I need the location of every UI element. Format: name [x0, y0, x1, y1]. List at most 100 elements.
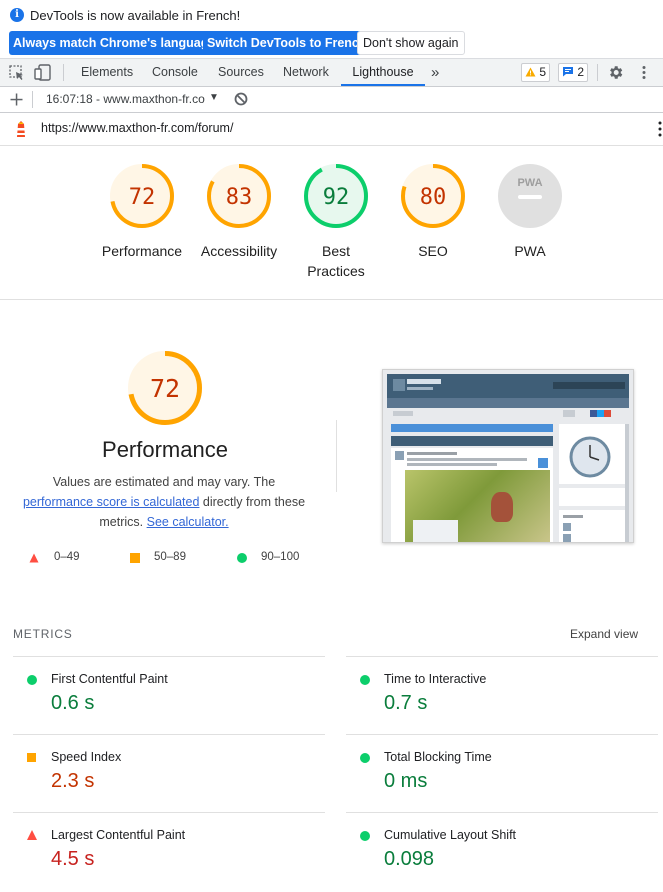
gauge-best-practices-ring: 92 — [304, 164, 368, 228]
performance-description: Values are estimated and may vary. The p… — [18, 472, 310, 532]
metric-divider — [13, 734, 325, 735]
gauge-performance-arc — [110, 164, 174, 228]
score-summary: 72 Performance 83 Accessibility 92 Best Practi… — [0, 146, 663, 300]
metric-speed-index: Speed Index 2.3 s — [13, 734, 325, 812]
new-report-plus-icon[interactable] — [10, 93, 23, 106]
warning-icon — [525, 67, 536, 77]
tab-sources[interactable]: Sources — [218, 65, 264, 79]
tab-lighthouse[interactable]: Lighthouse — [341, 59, 425, 86]
metric-value: 0.098 — [384, 848, 435, 870]
metric-value: 0.7 s — [384, 692, 428, 714]
gauge-best-practices-arc — [304, 164, 368, 228]
final-screenshot-thumbnail[interactable] — [382, 369, 634, 543]
always-match-language-button[interactable]: Always match Chrome's language — [9, 31, 220, 55]
description-text: Values are estimated and may vary. The — [52, 475, 276, 489]
gauge-seo[interactable]: 80 SEO — [383, 146, 483, 296]
tab-console[interactable]: Console — [152, 65, 198, 79]
gauge-performance-label: Performance — [101, 243, 183, 259]
metric-label: Cumulative Layout Shift — [384, 828, 517, 842]
metric-label: First Contentful Paint — [51, 672, 168, 686]
metric-total-blocking-time: Total Blocking Time 0 ms — [346, 734, 658, 812]
report-menu-icon[interactable] — [657, 121, 663, 137]
pwa-dash-icon — [518, 195, 542, 199]
gauge-accessibility-score: 83 — [226, 185, 253, 210]
metric-label: Speed Index — [51, 750, 122, 764]
fail-triangle-icon — [27, 830, 37, 840]
metric-divider — [346, 656, 658, 657]
metric-divider — [346, 812, 658, 813]
metric-value: 4.5 s — [51, 848, 95, 870]
gauge-seo-arc — [401, 164, 465, 228]
performance-section: 72 Performance Values are estimated and … — [0, 300, 663, 615]
metric-time-to-interactive: Time to Interactive 0.7 s — [346, 656, 658, 734]
gauge-pwa-label: PWA — [514, 243, 546, 259]
lighthouse-logo-icon — [17, 121, 25, 137]
gauge-seo-label: SEO — [418, 243, 448, 259]
metric-label: Time to Interactive — [384, 672, 487, 686]
metric-divider — [346, 734, 658, 735]
lighthouse-toolbar: 16:07:18 - www.maxthon-fr.co ▼ — [0, 87, 663, 113]
messages-badge[interactable]: 2 — [558, 63, 589, 82]
tab-network[interactable]: Network — [283, 65, 329, 79]
report-dropdown-icon[interactable]: ▼ — [209, 92, 219, 103]
report-selector[interactable]: 16:07:18 - www.maxthon-fr.co — [46, 92, 205, 106]
pass-circle-icon — [237, 553, 247, 563]
clear-block-icon[interactable] — [234, 92, 248, 106]
more-tabs-button[interactable]: » — [431, 64, 440, 81]
messages-count: 2 — [577, 65, 585, 79]
switch-to-french-button[interactable]: Switch DevTools to French — [203, 31, 371, 55]
info-icon: i — [10, 8, 24, 22]
metrics-section: METRICS Expand view First Contentful Pai… — [0, 615, 663, 892]
metric-value: 0.6 s — [51, 692, 95, 714]
perf-gauge-score: 72 — [150, 374, 180, 403]
metric-divider — [13, 812, 325, 813]
metric-label: Largest Contentful Paint — [51, 828, 186, 842]
gauge-performance-ring: 72 — [110, 164, 174, 228]
warnings-badge[interactable]: 5 — [521, 63, 551, 82]
gauge-performance[interactable]: 72 Performance — [92, 146, 192, 296]
perf-gauge-arc — [128, 351, 202, 425]
message-icon — [563, 67, 573, 77]
metric-value: 0 ms — [384, 770, 428, 792]
see-calculator-link[interactable]: See calculator. — [146, 515, 229, 529]
devtools-tab-bar: Elements Console Sources Network Lightho… — [0, 59, 663, 87]
metric-first-contentful-paint: First Contentful Paint 0.6 s — [13, 656, 325, 734]
legend-fail: 0–49 — [54, 551, 80, 563]
device-toolbar-icon[interactable] — [34, 64, 52, 81]
gauge-accessibility[interactable]: 83 Accessibility — [189, 146, 289, 296]
gauge-seo-ring: 80 — [401, 164, 465, 228]
gauge-accessibility-arc — [207, 164, 271, 228]
metrics-header: METRICS — [13, 627, 73, 641]
gauge-best-practices[interactable]: 92 Best Practices — [286, 146, 386, 296]
more-options-icon[interactable] — [638, 65, 650, 80]
pass-circle-icon — [360, 831, 370, 841]
average-square-icon — [27, 753, 36, 762]
gauge-seo-score: 80 — [420, 185, 447, 210]
warnings-count: 5 — [539, 65, 547, 79]
report-url[interactable]: https://www.maxthon-fr.com/forum/ — [41, 121, 234, 135]
gauge-performance-score: 72 — [129, 185, 156, 210]
metric-value: 2.3 s — [51, 770, 95, 792]
dont-show-again-button[interactable]: Don't show again — [357, 31, 465, 55]
expand-view-button[interactable]: Expand view — [570, 627, 639, 641]
average-square-icon — [130, 553, 140, 563]
report-url-row: https://www.maxthon-fr.com/forum/ — [0, 113, 663, 146]
settings-gear-icon[interactable] — [607, 64, 624, 81]
section-divider — [336, 420, 337, 492]
gauge-accessibility-ring: 83 — [207, 164, 271, 228]
gauge-pwa[interactable]: PWA PWA — [480, 146, 580, 296]
inspect-element-icon[interactable] — [9, 65, 25, 81]
thumb-logo-icon — [393, 379, 405, 391]
language-infobar: i DevTools is now available in French! A… — [0, 0, 663, 59]
pwa-badge-text: PWA — [517, 177, 542, 189]
gauge-best-practices-score: 92 — [323, 185, 350, 210]
metric-divider — [13, 656, 325, 657]
description-text-mid: directly from these metrics. — [99, 495, 306, 529]
performance-score-link[interactable]: performance score is calculated — [22, 495, 200, 509]
metric-largest-contentful-paint: Largest Contentful Paint 4.5 s — [13, 812, 325, 890]
gauge-best-practices-label: Best Practices — [307, 243, 365, 279]
pass-circle-icon — [360, 675, 370, 685]
pass-circle-icon — [360, 753, 370, 763]
tab-elements[interactable]: Elements — [81, 65, 134, 79]
metric-label: Total Blocking Time — [384, 750, 492, 764]
